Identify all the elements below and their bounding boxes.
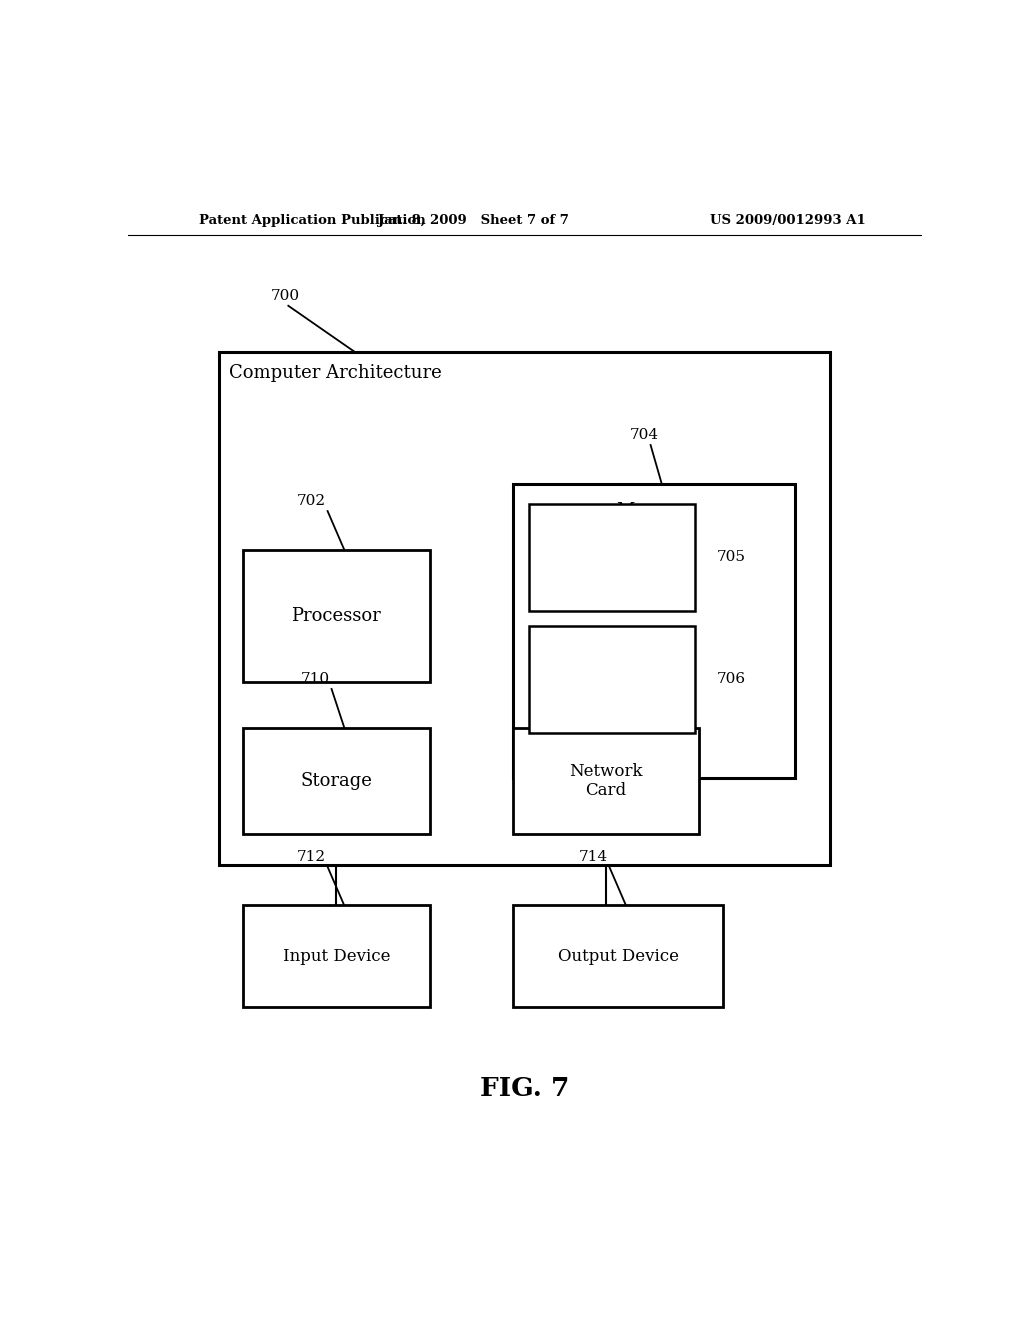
Text: 710: 710: [301, 672, 330, 686]
Text: 714: 714: [579, 850, 607, 863]
Text: 706: 706: [717, 672, 745, 686]
Bar: [513, 483, 795, 779]
Text: 700: 700: [270, 289, 300, 302]
Text: FIG. 7: FIG. 7: [480, 1076, 569, 1101]
Bar: [243, 727, 430, 834]
Text: Patent Application Publication: Patent Application Publication: [200, 214, 426, 227]
Text: 705: 705: [717, 550, 745, 565]
Text: Processor: Processor: [292, 607, 381, 624]
Text: 702: 702: [297, 494, 326, 508]
Text: 708: 708: [570, 672, 599, 686]
Text: Input Device: Input Device: [283, 948, 390, 965]
Bar: [513, 727, 699, 834]
Text: 704: 704: [630, 428, 659, 442]
Bar: [513, 906, 723, 1007]
Bar: [528, 504, 695, 611]
Text: Memory: Memory: [616, 502, 691, 520]
Bar: [243, 906, 430, 1007]
Text: Computer
Programs: Computer Programs: [571, 661, 653, 697]
Bar: [243, 549, 430, 682]
Text: Output Device: Output Device: [557, 948, 679, 965]
Bar: [219, 351, 830, 865]
Text: Computer Architecture: Computer Architecture: [228, 364, 441, 381]
Text: US 2009/0012993 A1: US 2009/0012993 A1: [711, 214, 866, 227]
Text: 712: 712: [297, 850, 326, 863]
Text: Network
Card: Network Card: [569, 763, 643, 799]
Text: Operating
System: Operating System: [571, 539, 653, 576]
Bar: [528, 626, 695, 733]
Text: Storage: Storage: [300, 772, 373, 789]
Text: Jan. 8, 2009   Sheet 7 of 7: Jan. 8, 2009 Sheet 7 of 7: [378, 214, 568, 227]
